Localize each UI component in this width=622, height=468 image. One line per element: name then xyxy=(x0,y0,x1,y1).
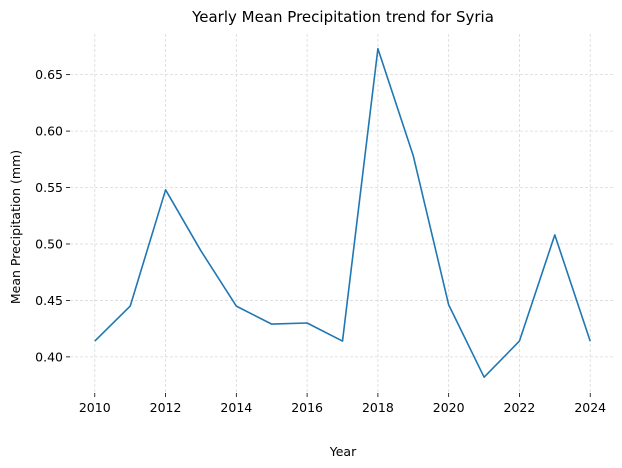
x-tick-label: 2010 xyxy=(79,400,111,415)
y-axis-ticks: 0.40 0.45 0.50 0.55 0.60 0.65 xyxy=(35,67,70,364)
y-tick-label: 0.65 xyxy=(35,67,63,82)
x-axis-ticks: 2010 2012 2014 2016 2018 2020 2022 2024 xyxy=(79,393,606,415)
x-tick-label: 2024 xyxy=(574,400,606,415)
x-tick-label: 2014 xyxy=(220,400,252,415)
data-point xyxy=(164,189,166,191)
x-tick-label: 2018 xyxy=(362,400,394,415)
data-point xyxy=(589,340,591,342)
grid xyxy=(70,34,615,393)
data-point xyxy=(94,340,96,342)
data-point xyxy=(377,47,379,49)
x-tick-label: 2016 xyxy=(291,400,323,415)
data-point xyxy=(341,340,343,342)
y-tick-label: 0.40 xyxy=(35,349,63,364)
y-tick-label: 0.50 xyxy=(35,236,63,251)
y-tick-label: 0.55 xyxy=(35,180,63,195)
y-axis-label: Mean Precipitation (mm) xyxy=(8,150,23,304)
x-tick-label: 2012 xyxy=(150,400,182,415)
series-line xyxy=(94,47,591,379)
x-tick-label: 2022 xyxy=(504,400,536,415)
data-point xyxy=(554,234,556,236)
x-axis-label: Year xyxy=(329,444,357,459)
data-point xyxy=(483,376,485,378)
x-tick-label: 2020 xyxy=(433,400,465,415)
data-point xyxy=(235,305,237,307)
data-point xyxy=(200,250,202,252)
data-point xyxy=(518,340,520,342)
data-point xyxy=(412,155,414,157)
y-tick-label: 0.45 xyxy=(35,293,63,308)
data-point xyxy=(306,322,308,324)
series-layer xyxy=(94,47,591,379)
chart-title: Yearly Mean Precipitation trend for Syri… xyxy=(191,8,494,26)
data-point xyxy=(129,305,131,307)
data-point xyxy=(447,304,449,306)
data-point xyxy=(271,323,273,325)
y-tick-label: 0.60 xyxy=(35,124,63,139)
